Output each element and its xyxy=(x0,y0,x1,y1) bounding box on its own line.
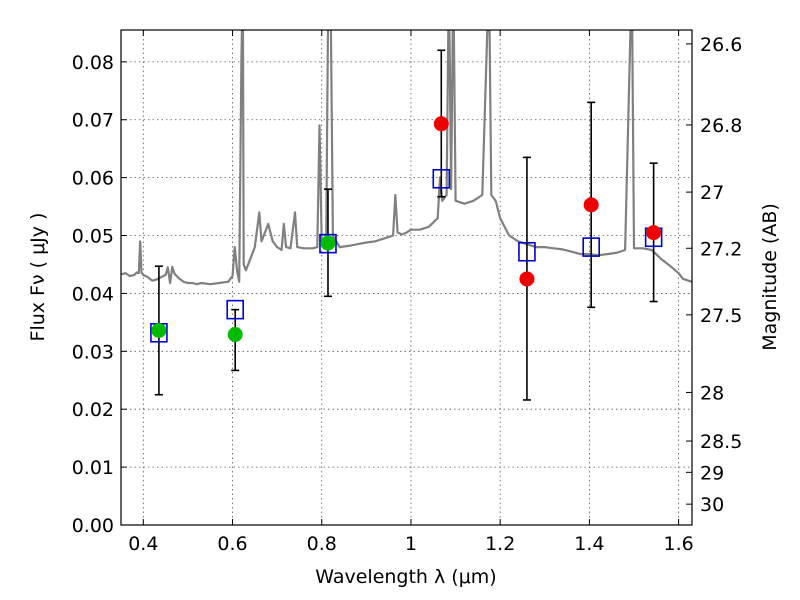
x-tick-label: 1.2 xyxy=(485,533,515,555)
spectrum-line xyxy=(121,30,692,286)
square-marker xyxy=(582,237,600,257)
y2-tick-label: 27 xyxy=(700,182,724,204)
circle-marker xyxy=(519,271,535,287)
plot-background xyxy=(121,30,692,525)
square-marker xyxy=(518,241,536,262)
x-tick-label: 1 xyxy=(405,533,417,555)
circle-marker xyxy=(583,197,599,213)
circle-marker xyxy=(227,327,243,343)
circle-marker xyxy=(646,225,662,241)
y2-tick-label: 30 xyxy=(700,494,724,516)
y2-tick-label: 27.5 xyxy=(700,305,742,327)
plot-frame xyxy=(120,29,693,526)
y-tick-label: 0.08 xyxy=(72,52,114,74)
y-tick-label: 0.04 xyxy=(72,283,114,305)
y-tick-label: 0.07 xyxy=(72,110,114,132)
markers xyxy=(150,116,663,343)
circle-marker xyxy=(151,322,167,338)
y2-tick-label: 26.6 xyxy=(700,34,742,56)
square-marker xyxy=(226,299,244,320)
x-tick-label: 0.6 xyxy=(217,533,247,555)
y-tick-label: 0.06 xyxy=(72,168,114,190)
tick-labels: 0.4 0.6 0.8 1 1.2 1.4 1.6 0.00 0.01 0.02 0.03 0.04 0… xyxy=(72,34,743,555)
x-axis-title: Wavelength λ (μm) xyxy=(315,566,496,588)
y-axis-title: Flux Fν ( μJy ) xyxy=(27,213,49,342)
y-tick-label: 0.02 xyxy=(72,399,114,421)
x-tick-label: 0.4 xyxy=(128,533,158,555)
y2-tick-label: 26.8 xyxy=(700,115,742,137)
y-tick-label: 0.01 xyxy=(72,457,114,479)
y2-tick-label: 28 xyxy=(700,382,724,404)
y2-tick-label: 28.5 xyxy=(700,431,742,453)
square-marker xyxy=(432,168,451,189)
y2-tick-label: 27.2 xyxy=(700,238,742,260)
y2-tick-label: 29 xyxy=(700,462,724,484)
square-marker xyxy=(319,233,337,254)
x-tick-label: 0.8 xyxy=(307,533,337,555)
y-tick-label: 0.00 xyxy=(72,515,114,537)
y-tick-label: 0.05 xyxy=(72,226,114,248)
x-tick-label: 1.4 xyxy=(574,533,604,555)
y2-axis-title: Magnitude (AB) xyxy=(759,203,781,351)
circle-marker xyxy=(433,116,449,132)
spectrum xyxy=(121,30,692,286)
circle-marker xyxy=(320,235,336,251)
ticks xyxy=(121,30,692,526)
y-tick-label: 0.03 xyxy=(72,341,114,363)
x-tick-label: 1.6 xyxy=(664,533,694,555)
